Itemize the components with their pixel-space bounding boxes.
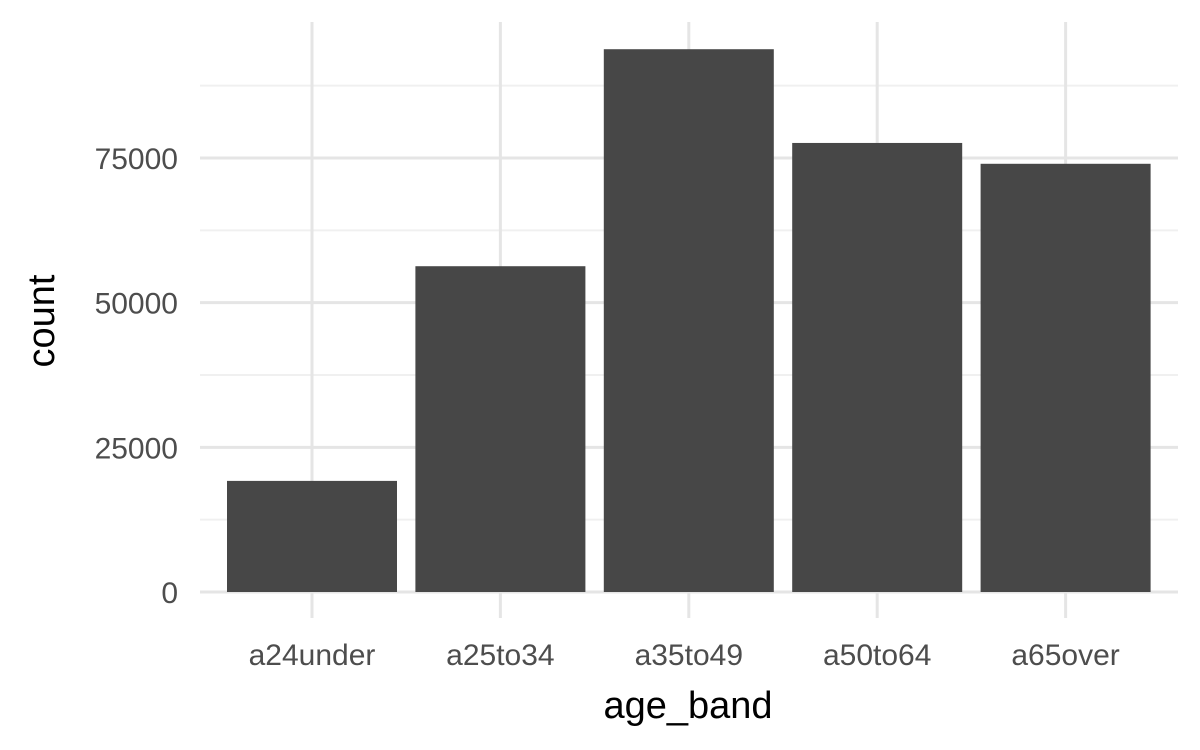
x-tick-label: a65over bbox=[1011, 639, 1119, 672]
y-tick-label: 25000 bbox=[95, 432, 178, 465]
x-axis-title: age_band bbox=[603, 685, 772, 727]
bar-a25to34 bbox=[415, 266, 586, 592]
x-tick-label: a35to49 bbox=[635, 639, 743, 672]
bar-a24under bbox=[227, 480, 397, 592]
y-tick-label: 0 bbox=[161, 577, 178, 610]
bar-a50to64 bbox=[792, 142, 963, 593]
y-axis-tick-labels: 0 25000 50000 75000 bbox=[95, 143, 178, 610]
bar-a35to49 bbox=[603, 49, 774, 592]
x-tick-label: a50to64 bbox=[823, 639, 931, 672]
x-axis-tick-labels: a24under a25to34 a35to49 a50to64 a65over bbox=[249, 639, 1120, 672]
y-tick-label: 50000 bbox=[95, 288, 178, 321]
y-axis-title: count bbox=[21, 274, 63, 367]
bar-a65over bbox=[980, 163, 1151, 592]
x-tick-label: a24under bbox=[249, 639, 376, 672]
bars bbox=[227, 49, 1151, 593]
y-tick-label: 75000 bbox=[95, 143, 178, 176]
x-tick-label: a25to34 bbox=[446, 639, 554, 672]
